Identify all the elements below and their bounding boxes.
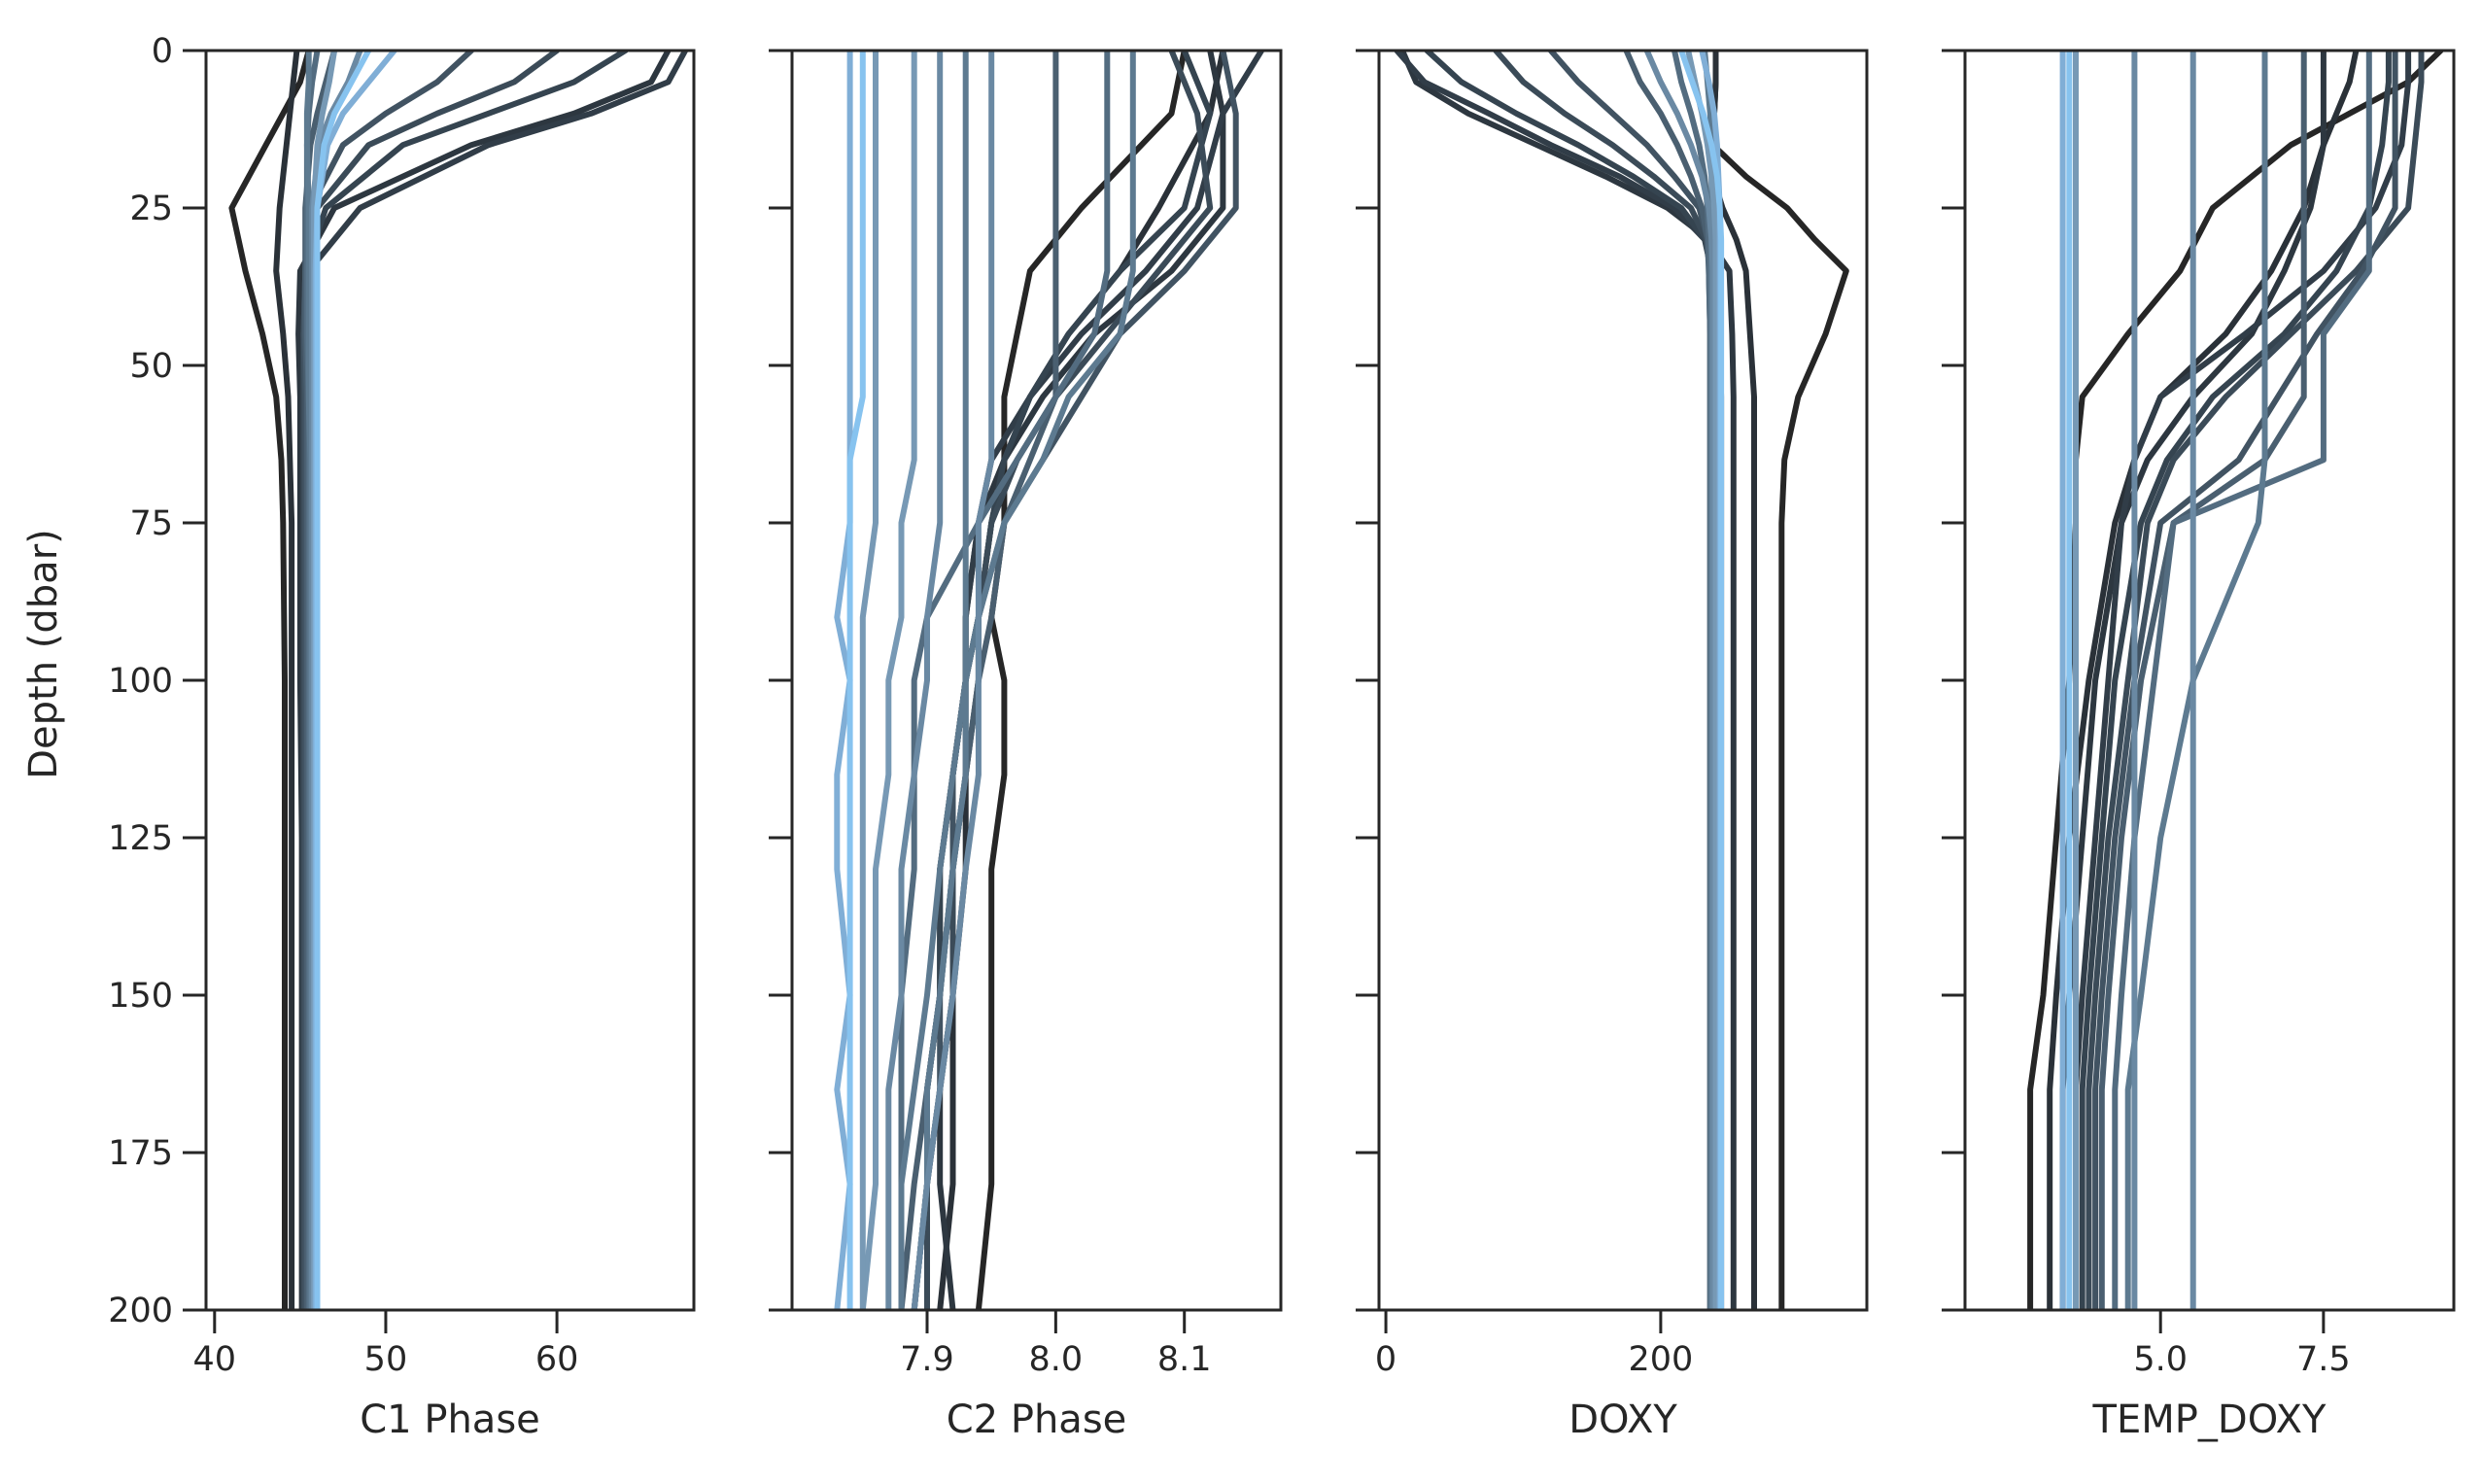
y-tick-label: 50 bbox=[129, 347, 173, 386]
series-line-10 bbox=[898, 51, 1136, 1310]
series-line-16 bbox=[834, 51, 853, 1310]
series-line-17 bbox=[846, 51, 866, 1310]
x-axis-label: C1 Phase bbox=[360, 1398, 540, 1442]
series-line-7 bbox=[300, 51, 474, 1310]
series-line-4 bbox=[300, 51, 689, 1310]
series-line-2 bbox=[937, 51, 1226, 1310]
series-line-6 bbox=[1493, 51, 1715, 1310]
series-line-6 bbox=[2086, 51, 2425, 1310]
series-line-9 bbox=[2112, 51, 2372, 1310]
series-line-15 bbox=[859, 51, 879, 1310]
x-tick-label: 0 bbox=[1375, 1340, 1396, 1379]
series-line-1 bbox=[228, 51, 312, 1310]
series-line-14 bbox=[1678, 51, 1725, 1310]
x-tick-label: 8.0 bbox=[1029, 1340, 1084, 1379]
y-tick-label: 25 bbox=[129, 190, 173, 228]
y-tick-label: 150 bbox=[108, 977, 173, 1016]
series-line-3 bbox=[1399, 51, 1737, 1310]
series-line-14 bbox=[314, 51, 372, 1310]
x-tick-label: 7.5 bbox=[2296, 1340, 2351, 1379]
panel-2: 7.9 8.0 8.1 C2 Phase bbox=[769, 49, 1283, 1442]
series-line-12 bbox=[911, 51, 995, 1310]
series-line-7 bbox=[1547, 51, 1713, 1310]
x-tick-label: 40 bbox=[193, 1340, 237, 1379]
y-tick-label: 125 bbox=[108, 819, 173, 858]
x-tick-label: 60 bbox=[535, 1340, 579, 1379]
y-tick-label: 0 bbox=[152, 32, 173, 71]
series-line-5 bbox=[1424, 51, 1716, 1310]
series-line-2 bbox=[273, 51, 300, 1310]
series-line-3 bbox=[295, 51, 672, 1310]
series-line-11 bbox=[911, 51, 969, 1310]
series-line-14 bbox=[859, 51, 917, 1310]
series-group bbox=[1394, 51, 1849, 1310]
series-line-4 bbox=[1394, 51, 1725, 1310]
panel-3: 0 200 DOXY bbox=[1356, 49, 1869, 1442]
y-tick-label: 200 bbox=[108, 1292, 173, 1330]
series-line-12 bbox=[1685, 51, 1719, 1310]
series-line-7 bbox=[2092, 51, 2398, 1310]
panel-1: 0 25 50 75 100 125 150 175 200 40 50 60 C1 Phase bbox=[108, 32, 696, 1442]
series-line-5 bbox=[2079, 51, 2392, 1310]
y-axis-label: Depth (dbar) bbox=[21, 529, 66, 779]
series-line-6 bbox=[924, 51, 1214, 1310]
x-tick-label: 8.1 bbox=[1157, 1340, 1212, 1379]
series-line-9 bbox=[898, 51, 1111, 1310]
series-group bbox=[228, 51, 689, 1310]
series-group bbox=[2027, 51, 2444, 1310]
x-tick-label: 7.9 bbox=[900, 1340, 954, 1379]
y-tick-label: 75 bbox=[129, 504, 173, 543]
y-tick-label: 175 bbox=[108, 1134, 173, 1173]
x-tick-label: 200 bbox=[1628, 1340, 1693, 1379]
series-line-13 bbox=[885, 51, 944, 1310]
series-group bbox=[834, 51, 1265, 1310]
x-tick-label: 5.0 bbox=[2133, 1340, 2188, 1379]
axes-frame bbox=[1377, 49, 1869, 1312]
series-line-8 bbox=[1623, 51, 1713, 1310]
series-line-3 bbox=[937, 51, 1226, 1310]
series-line-6 bbox=[300, 51, 561, 1310]
y-tick-label: 100 bbox=[108, 662, 173, 701]
panel-4: 5.0 7.5 TEMP_DOXY bbox=[1942, 49, 2456, 1442]
x-axis-label: TEMP_DOXY bbox=[2092, 1398, 2327, 1442]
x-axis-label: DOXY bbox=[1568, 1398, 1677, 1442]
series-line-5 bbox=[300, 51, 629, 1310]
x-axis-label: C2 Phase bbox=[947, 1398, 1127, 1442]
series-line-5 bbox=[911, 51, 1214, 1310]
x-tick-label: 50 bbox=[364, 1340, 408, 1379]
series-line-13 bbox=[312, 51, 397, 1310]
